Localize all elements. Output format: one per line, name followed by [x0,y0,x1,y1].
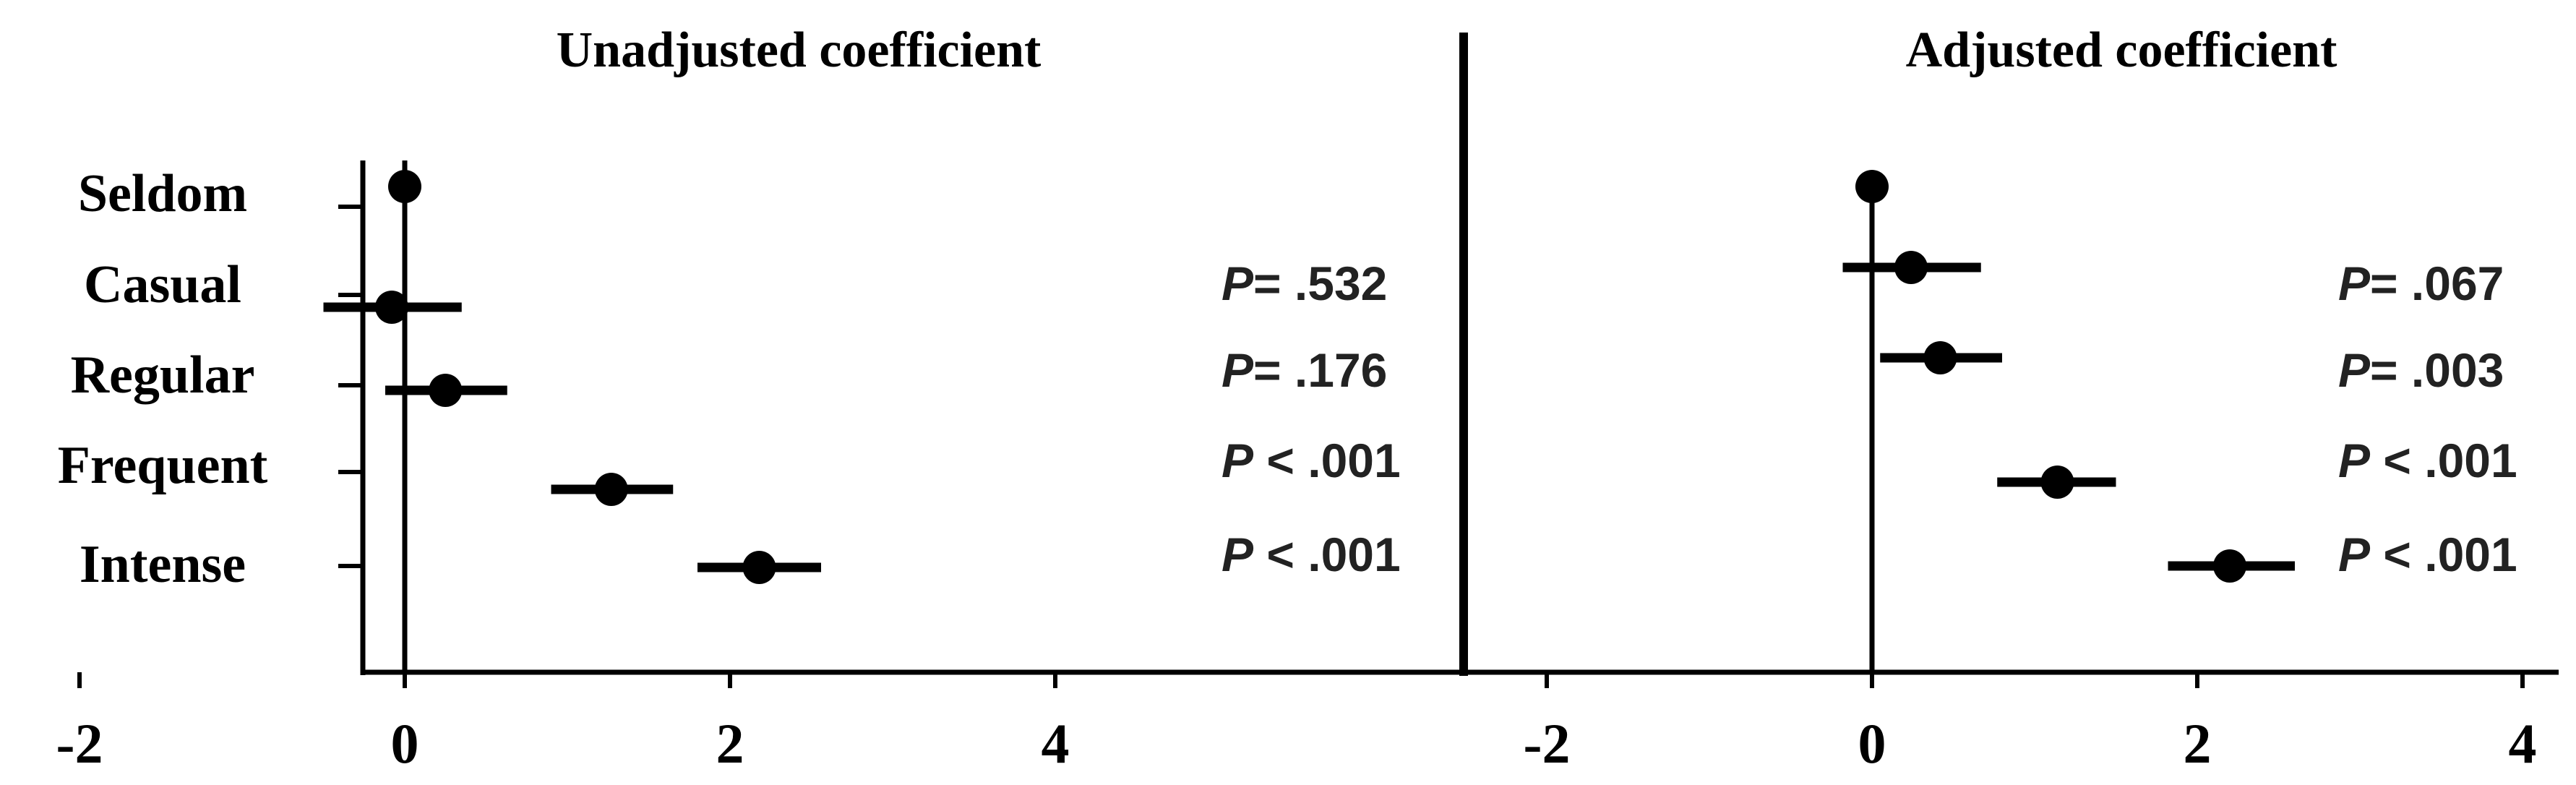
x-tick-label: 0 [1858,712,1886,775]
estimate-dot [375,291,408,324]
x-tick-label: 4 [2509,712,2537,775]
panel-title: Adjusted coefficient [1906,22,2337,78]
p-value-label-frequent: P < .001 [1222,434,1401,487]
point-intense [2168,549,2295,583]
point-seldom [388,170,421,203]
p-symbol: P [2338,343,2371,397]
point-regular [385,374,507,407]
p-value-label-regular: P= .176 [1222,343,1387,397]
x-tick-label: 2 [716,712,744,775]
point-intense [697,551,821,584]
estimate-dot [1894,251,1928,284]
p-symbol: P [2338,257,2371,310]
p-value: < .001 [1253,528,1401,581]
point-casual [323,291,462,324]
panel-unadjusted: Unadjusted coefficient Seldom Casual Regula… [56,22,1464,775]
p-value-label-casual: P= .532 [1222,257,1387,310]
x-tick-label: -2 [56,712,103,775]
p-value: = .176 [1253,343,1387,397]
point-casual [1842,251,1981,284]
x-tick-label: -2 [1524,712,1571,775]
estimate-dot [1855,170,1889,203]
x-tick-label: 0 [391,712,419,775]
p-value-label-regular: P= .003 [2338,343,2504,397]
point-seldom [1855,170,1889,203]
estimate-dot [388,170,421,203]
p-symbol: P [1222,528,1254,581]
category-label-intense: Intense [80,535,246,594]
p-symbol: P [1222,343,1254,397]
p-symbol: P [2338,434,2371,487]
p-value: = .532 [1253,257,1387,310]
p-symbol: P [1222,257,1254,310]
p-value-label-frequent: P < .001 [2338,434,2517,487]
p-value-label-casual: P= .067 [2338,257,2504,310]
p-value-label-intense: P < .001 [2338,528,2517,581]
category-label-casual: Casual [84,255,241,314]
point-frequent [1997,466,2116,499]
estimate-dot [594,473,628,506]
estimate-dot [742,551,776,584]
p-value: = .067 [2370,257,2504,310]
category-label-seldom: Seldom [78,164,247,223]
estimate-dot [2213,549,2246,583]
estimate-dot [1923,341,1957,374]
p-value: < .001 [1253,434,1401,487]
p-symbol: P [1222,434,1254,487]
point-regular [1880,341,2002,374]
p-symbol: P [2338,528,2371,581]
p-value: < .001 [2370,434,2517,487]
point-frequent [551,473,674,506]
category-label-frequent: Frequent [58,436,268,495]
x-tick-label: 4 [1042,712,1070,775]
estimate-dot [429,374,463,407]
p-value-label-intense: P < .001 [1222,528,1401,581]
x-tick-label: 2 [2184,712,2212,775]
category-label-regular: Regular [71,346,255,405]
p-value: < .001 [2370,528,2517,581]
p-value: = .003 [2370,343,2504,397]
estimate-dot [2040,466,2074,499]
panel-title: Unadjusted coefficient [557,22,1042,78]
